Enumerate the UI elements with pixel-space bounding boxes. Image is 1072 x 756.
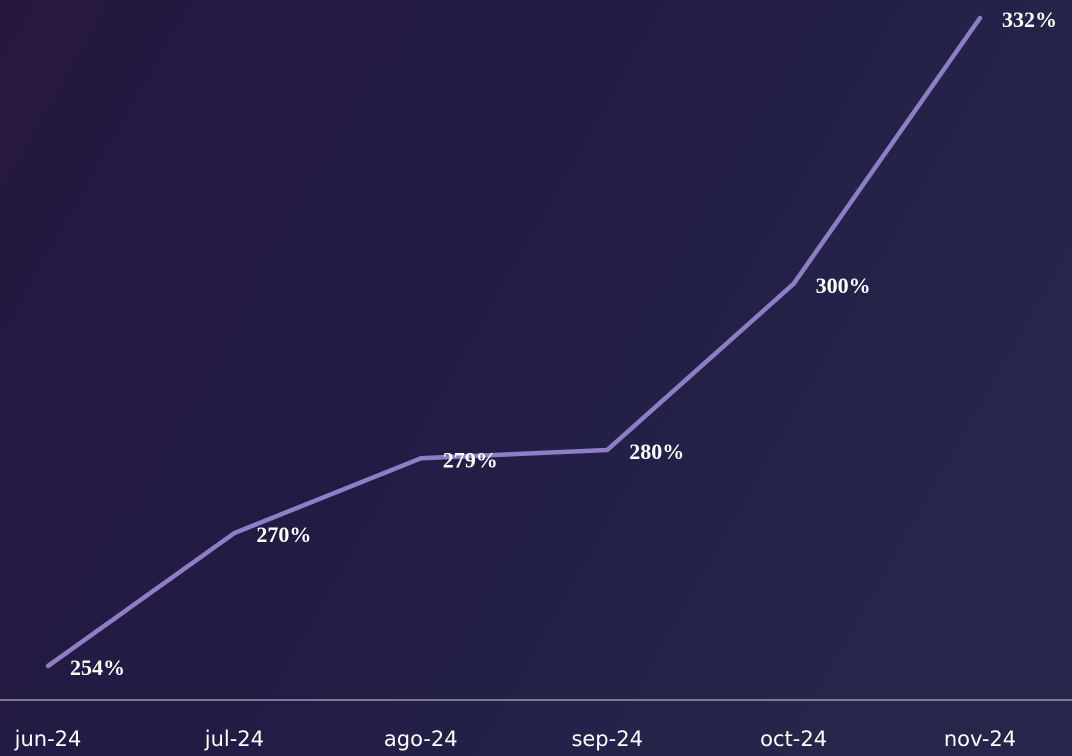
- data-label: 270%: [256, 522, 311, 547]
- line: [45, 15, 983, 669]
- x-tick-label: jul-24: [204, 727, 264, 751]
- data-label: 300%: [816, 273, 871, 298]
- x-tick-label: oct-24: [760, 727, 827, 751]
- x-tick-label: jun-24: [14, 727, 82, 751]
- x-tick-label: sep-24: [571, 727, 643, 751]
- data-label: 332%: [1002, 7, 1057, 32]
- x-tick-label: nov-24: [944, 727, 1016, 751]
- x-tick-label: ago-24: [384, 727, 458, 751]
- data-label: 279%: [443, 447, 498, 472]
- data-label: 254%: [70, 655, 125, 680]
- data-label: 280%: [629, 439, 684, 464]
